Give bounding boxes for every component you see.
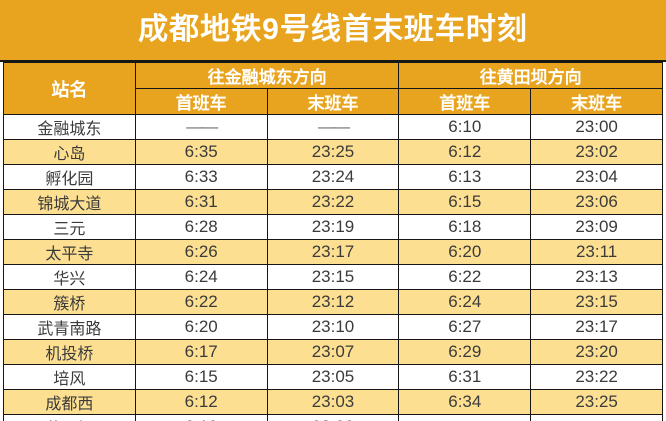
- time-cell: 6:17: [134, 339, 268, 365]
- time-cell: 23:17: [266, 239, 400, 265]
- station-name-cell: 机投桥: [3, 339, 136, 365]
- time-cell: 6:20: [134, 314, 268, 340]
- time-cell: 23:00: [266, 414, 400, 421]
- station-name-cell: 太平寺: [3, 239, 136, 265]
- table-row: 孵化园 6:33 23:24 6:13 23:04: [3, 164, 663, 190]
- time-cell: 6:28: [134, 214, 268, 240]
- time-cell: 6:20: [398, 239, 532, 265]
- last-train-header-2: 末班车: [530, 88, 663, 115]
- station-name-cell: 金融城东: [3, 114, 136, 140]
- subheader-row: 首班车 末班车 首班车 末班车: [4, 88, 663, 115]
- time-cell: 6:18: [398, 214, 532, 240]
- last-train-header-1: 末班车: [266, 88, 400, 115]
- time-cell: 23:11: [530, 239, 663, 265]
- table-row: 金融城东 —— —— 6:10 23:00: [3, 114, 663, 140]
- station-name-cell: 成都西: [3, 389, 136, 415]
- time-cell: 23:04: [530, 164, 663, 190]
- no-service-dash: ——: [450, 417, 482, 421]
- time-cell: 6:12: [134, 389, 268, 415]
- time-cell: 23:15: [530, 289, 663, 315]
- first-train-header-1: 首班车: [134, 88, 268, 115]
- time-cell: 6:31: [398, 364, 532, 390]
- station-name-cell: 簇桥: [3, 289, 136, 315]
- page-title: 成都地铁9号线首末班车时刻: [138, 13, 528, 46]
- time-cell: 23:07: [266, 339, 400, 365]
- time-cell: ——: [134, 114, 268, 140]
- time-cell: 6:10: [398, 114, 532, 140]
- time-cell: 23:09: [530, 214, 663, 240]
- time-cell: 6:22: [134, 289, 268, 315]
- no-service-dash: ——: [317, 117, 350, 136]
- table-row: 武青南路 6:20 23:10 6:27 23:17: [3, 314, 663, 340]
- no-service-dash: ——: [582, 417, 614, 421]
- first-train-header-2: 首班车: [398, 88, 532, 115]
- time-cell: ——: [266, 114, 400, 140]
- time-cell: 6:35: [134, 139, 268, 165]
- station-column-header: 站名: [3, 62, 136, 115]
- time-cell: 6:29: [398, 339, 532, 365]
- time-cell: 23:12: [266, 289, 400, 315]
- time-cell: 6:34: [398, 389, 532, 415]
- time-cell: 6:10: [134, 414, 268, 421]
- table-row: 簇桥 6:22 23:12 6:24 23:15: [3, 289, 663, 315]
- time-cell: 23:15: [266, 264, 400, 290]
- table-body: 金融城东 —— —— 6:10 23:00 心岛 6:35 23:25 6:12 23:02 孵化园…: [3, 114, 663, 421]
- timetable-table: 站名 往金融城东方向 往黄田坝方向 首班车 末班车 首班车 末班车 金融城东 ——…: [3, 62, 663, 421]
- station-name-cell: 三元: [3, 214, 136, 240]
- no-service-dash: ——: [186, 117, 218, 136]
- time-cell: 6:12: [398, 139, 532, 165]
- table-row: 培风 6:15 23:05 6:31 23:22: [3, 364, 663, 390]
- time-cell: 23:13: [530, 264, 663, 290]
- table-header: 站名 往金融城东方向 往黄田坝方向 首班车 末班车 首班车 末班车: [3, 62, 663, 115]
- time-cell: 23:05: [266, 364, 400, 390]
- time-cell: ——: [530, 414, 663, 421]
- table-row: 成都西 6:12 23:03 6:34 23:25: [3, 389, 663, 415]
- time-cell: 23:00: [530, 114, 663, 140]
- time-cell: 23:25: [266, 139, 400, 165]
- table-row: 华兴 6:24 23:15 6:22 23:13: [3, 264, 663, 290]
- table-row: 锦城大道 6:31 23:22 6:15 23:06: [3, 189, 663, 215]
- time-cell: 6:13: [398, 164, 532, 190]
- time-cell: 23:06: [530, 189, 663, 215]
- direction-header-jinrongchengdong: 往金融城东方向: [134, 62, 400, 89]
- time-cell: ——: [398, 414, 532, 421]
- station-name-cell: 心岛: [3, 139, 136, 165]
- time-cell: 23:20: [530, 339, 663, 365]
- time-cell: 6:24: [134, 264, 268, 290]
- station-name-cell: 华兴: [3, 264, 136, 290]
- time-cell: 23:17: [530, 314, 663, 340]
- direction-header-row: 站名 往金融城东方向 往黄田坝方向: [3, 62, 663, 115]
- time-cell: 6:31: [134, 189, 268, 215]
- time-cell: 23:24: [266, 164, 400, 190]
- table-row: 三元 6:28 23:19 6:18 23:09: [3, 214, 663, 240]
- station-name-cell: 孵化园: [3, 164, 136, 190]
- table-row: 心岛 6:35 23:25 6:12 23:02: [3, 139, 663, 165]
- time-cell: 23:10: [266, 314, 400, 340]
- time-cell: 23:25: [530, 389, 663, 415]
- time-cell: 23:02: [530, 139, 663, 165]
- time-cell: 6:22: [398, 264, 532, 290]
- time-cell: 6:26: [134, 239, 268, 265]
- station-name-cell: 培风: [3, 364, 136, 390]
- time-cell: 6:15: [134, 364, 268, 390]
- time-cell: 23:03: [266, 389, 400, 415]
- direction-header-huangtianba: 往黄田坝方向: [398, 62, 663, 89]
- station-name-cell: 锦城大道: [3, 189, 136, 215]
- station-name-cell: 武青南路: [3, 314, 136, 340]
- time-cell: 23:19: [266, 214, 400, 240]
- table-row: 太平寺 6:26 23:17 6:20 23:11: [3, 239, 663, 265]
- time-cell: 6:33: [134, 164, 268, 190]
- station-name-cell: 黄田坝: [3, 414, 136, 421]
- time-cell: 23:22: [266, 189, 400, 215]
- time-cell: 6:27: [398, 314, 532, 340]
- table-row: 机投桥 6:17 23:07 6:29 23:20: [3, 339, 663, 365]
- time-cell: 6:24: [398, 289, 532, 315]
- time-cell: 6:15: [398, 189, 532, 215]
- time-cell: 23:22: [530, 364, 663, 390]
- title-bar: 成都地铁9号线首末班车时刻: [0, 0, 666, 62]
